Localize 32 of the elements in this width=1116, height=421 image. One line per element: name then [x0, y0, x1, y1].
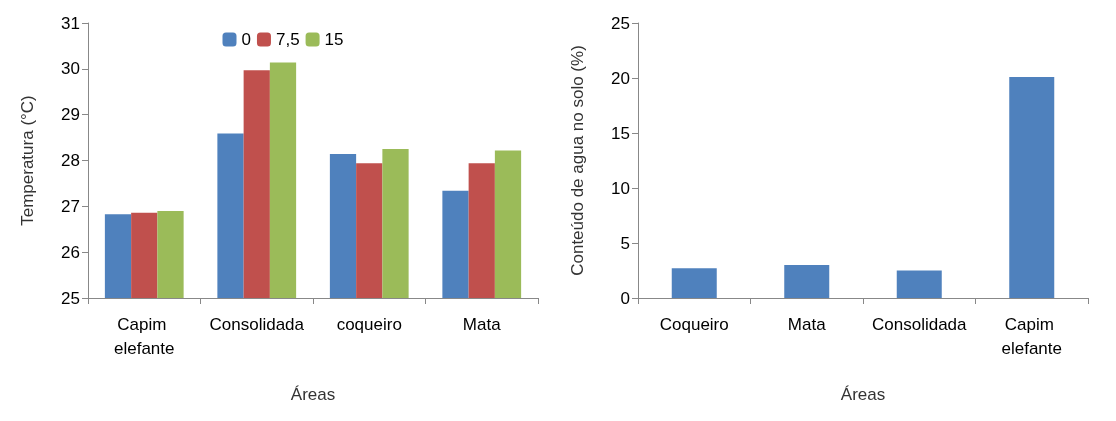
- y-tick-label: 25: [61, 288, 80, 308]
- legend-label: 15: [324, 30, 344, 49]
- y-tick-label: 25: [611, 13, 630, 33]
- x-tick-label: Mata: [462, 314, 502, 334]
- y-tick-label: 20: [611, 68, 630, 88]
- y-tick-label: 0: [620, 288, 630, 308]
- x-tick-label: Capim elefante: [1001, 314, 1062, 358]
- y-tick-label: 30: [61, 59, 80, 79]
- x-tick-label: Consolidada: [209, 314, 305, 334]
- y-tick-label: 5: [620, 233, 630, 253]
- bar: [784, 265, 830, 298]
- y-axis-title: Temperatura (°C): [18, 95, 37, 226]
- y-tick-label: 15: [611, 123, 630, 143]
- x-tick-label: Mata: [787, 314, 827, 334]
- y-tick-label: 29: [61, 105, 80, 125]
- x-tick-label: Coqueiro: [659, 314, 729, 334]
- legend-label: 0: [241, 30, 251, 49]
- x-tick-label: Capim elefante: [114, 314, 175, 358]
- bar: [671, 268, 717, 298]
- y-tick-label: 31: [61, 13, 80, 33]
- y-tick-label: 10: [611, 178, 630, 198]
- x-tick-label: Consolidada: [871, 314, 968, 334]
- x-tick-label: coqueiro: [336, 314, 402, 334]
- x-axis-title: Áreas: [290, 385, 336, 404]
- legend-label: 7,5: [275, 30, 300, 49]
- x-axis-title: Áreas: [840, 385, 886, 404]
- bar: [896, 270, 942, 298]
- y-tick-label: 28: [61, 151, 80, 170]
- y-tick-label: 26: [61, 242, 80, 262]
- y-tick-label: 27: [61, 196, 80, 216]
- y-axis-title: Conteúdo de agua no solo (%): [568, 45, 587, 276]
- bar: [1009, 76, 1055, 298]
